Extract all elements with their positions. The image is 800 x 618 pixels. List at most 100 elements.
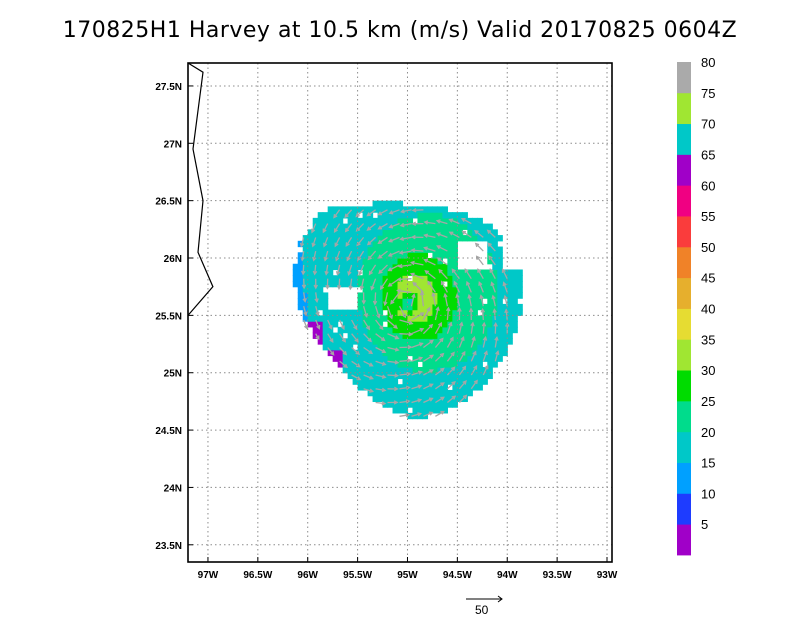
x-tick-label: 94.5W	[443, 570, 472, 581]
field-cell	[372, 223, 379, 230]
field-cell	[337, 269, 344, 276]
wind-vector-shaft	[345, 223, 353, 232]
wind-vector	[492, 308, 497, 321]
field-cell	[507, 280, 513, 288]
field-cell	[292, 280, 299, 288]
field-cell	[292, 269, 299, 276]
field-cell	[502, 332, 508, 339]
wind-vector-shaft	[375, 388, 386, 392]
wind-vector	[435, 219, 448, 225]
wind-vector-shaft	[380, 278, 389, 290]
field-cell	[487, 326, 493, 334]
colorbar-swatch	[677, 277, 691, 309]
field-cell	[342, 229, 349, 236]
wind-vector-shaft	[458, 337, 465, 348]
wind-vector	[396, 277, 412, 282]
field-cell	[462, 344, 468, 351]
field-cell	[297, 286, 304, 294]
field-cell	[422, 389, 429, 397]
field-cell	[422, 344, 429, 351]
field-cell	[352, 332, 359, 339]
wind-vector-head	[480, 307, 486, 313]
wind-vector	[409, 272, 424, 280]
wind-vector-head	[455, 293, 460, 299]
field-cell	[442, 212, 448, 219]
field-cell	[417, 407, 424, 414]
field-cell	[417, 321, 424, 328]
field-cell	[427, 229, 434, 236]
wind-vector-shaft	[487, 242, 496, 252]
wind-vector	[336, 278, 342, 290]
field-cell	[427, 212, 434, 219]
field-cell	[497, 315, 503, 322]
field-cell	[457, 217, 463, 225]
field-cell	[472, 309, 478, 316]
field-cell	[437, 298, 443, 305]
field-cell	[437, 309, 443, 316]
field-cell	[417, 389, 424, 397]
field-cell	[507, 309, 513, 316]
field-cell	[452, 240, 458, 248]
field-cell	[427, 355, 434, 362]
wind-vector-head	[489, 268, 494, 273]
field-cell	[327, 338, 334, 345]
wind-vector-head	[340, 325, 345, 331]
field-cell	[312, 332, 319, 339]
field-cell	[447, 258, 453, 265]
wind-vector	[366, 236, 377, 246]
field-cell	[347, 229, 354, 236]
field-cell	[472, 223, 478, 230]
wind-vector-head	[439, 337, 444, 343]
field-cell	[302, 240, 309, 248]
field-cell	[392, 246, 399, 253]
field-cell	[472, 361, 478, 368]
field-cell	[417, 412, 424, 420]
field-cell	[427, 349, 434, 357]
field-cell	[372, 240, 379, 248]
field-cell	[352, 229, 359, 236]
wind-vector	[314, 292, 319, 304]
field-cell	[422, 378, 429, 385]
field-cell	[492, 229, 498, 236]
field-cell	[467, 378, 473, 385]
wind-vector-head	[388, 210, 394, 215]
field-cell	[397, 309, 404, 316]
wind-vector	[387, 333, 400, 340]
wind-vector-shaft	[399, 373, 410, 376]
field-cell	[442, 355, 448, 362]
wind-vector-head	[399, 209, 405, 214]
wind-vector-head	[460, 336, 465, 341]
field-cell	[392, 395, 399, 403]
wind-vector-head	[357, 256, 362, 262]
field-cell	[292, 275, 299, 282]
y-tick-label: 27.5N	[155, 82, 182, 93]
x-tick-label: 93.5W	[543, 570, 572, 581]
field-cell	[392, 212, 399, 219]
chart-title: 170825H1 Harvey at 10.5 km (m/s) Valid 2…	[62, 18, 738, 43]
wind-vector-head	[315, 335, 320, 341]
field-cell	[392, 344, 399, 351]
field-cell	[342, 252, 349, 259]
wind-vector-head	[428, 411, 434, 416]
wind-vector	[312, 250, 317, 262]
wind-vector-head	[418, 356, 424, 361]
wind-vector	[448, 231, 460, 238]
field-cell	[382, 292, 389, 299]
field-cell	[347, 338, 354, 345]
wind-vector-shaft	[399, 250, 412, 254]
field-cell	[472, 344, 478, 351]
wind-vector-shaft	[487, 229, 496, 238]
field-cell	[462, 223, 468, 230]
wind-vector-shaft	[434, 307, 439, 321]
field-cell	[372, 395, 379, 403]
colorbar-label: 45	[701, 271, 715, 286]
wind-vector-head	[479, 294, 484, 300]
field-cell	[397, 401, 404, 408]
field-cell	[322, 246, 329, 253]
field-cell	[467, 344, 473, 351]
field-cell	[327, 344, 334, 351]
field-cell	[377, 235, 384, 242]
wind-vector-shaft	[335, 250, 341, 261]
field-cell	[452, 223, 458, 230]
field-cell	[397, 332, 404, 339]
